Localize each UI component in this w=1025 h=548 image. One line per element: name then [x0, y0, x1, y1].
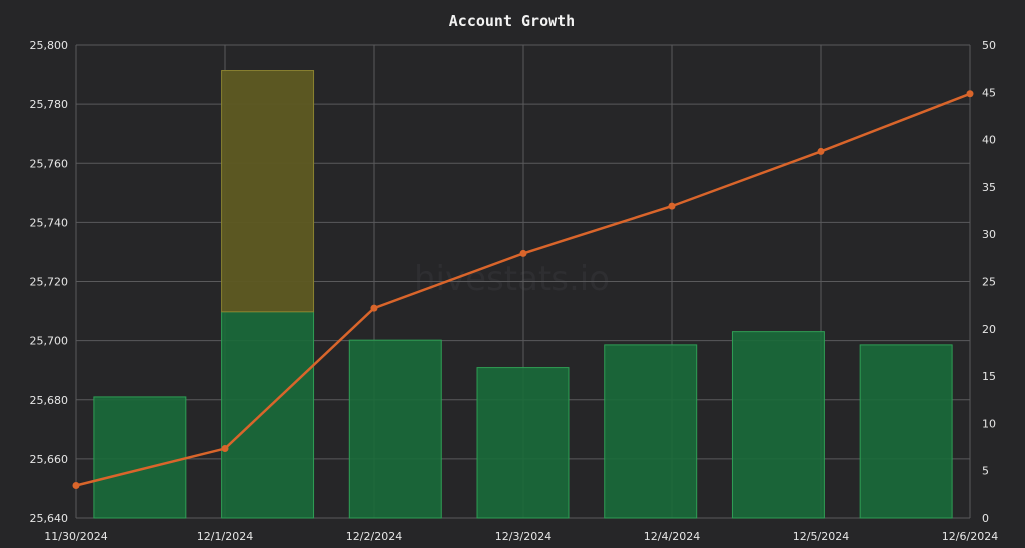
line-point [72, 481, 80, 489]
right-axis-tick-label: 30 [982, 228, 996, 241]
left-axis-tick-label: 25,640 [30, 512, 69, 525]
left-axis-tick-label: 25,720 [30, 276, 69, 289]
left-axis-tick-label: 25,660 [30, 453, 69, 466]
left-axis-tick-label: 25,740 [30, 216, 69, 229]
line-point [817, 147, 825, 155]
bar-series [93, 70, 953, 519]
line-point [221, 445, 229, 453]
x-axis-tick-label: 12/5/2024 [793, 530, 849, 543]
right-axis-tick-label: 0 [982, 512, 989, 525]
x-axis-tick-label: 12/2/2024 [346, 530, 402, 543]
x-axis-tick-label: 11/30/2024 [44, 530, 107, 543]
right-axis-tick-label: 5 [982, 465, 989, 478]
right-axis-tick-label: 20 [982, 323, 996, 336]
bar-mark [859, 344, 953, 519]
x-axis-tick-label: 12/3/2024 [495, 530, 551, 543]
left-axis-tick-label: 25,780 [30, 98, 69, 111]
bar-mark [476, 367, 570, 519]
watermark-text: hivestats.io [414, 259, 610, 299]
line-point [370, 304, 378, 312]
right-axis-tick-label: 35 [982, 181, 996, 194]
bar-mark [731, 331, 825, 519]
right-axis-tick-label: 50 [982, 39, 996, 52]
right-axis-tick-label: 45 [982, 86, 996, 99]
bar-mark [604, 344, 698, 519]
right-axis-tick-label: 10 [982, 417, 996, 430]
bar-mark-stacked [221, 70, 315, 313]
bar-mark [93, 396, 187, 519]
x-axis-tick-label: 12/1/2024 [197, 530, 253, 543]
bar-mark [221, 311, 315, 519]
chart-title: Account Growth [449, 12, 575, 30]
right-axis-tick-label: 15 [982, 370, 996, 383]
line-point [519, 249, 527, 257]
left-axis-tick-label: 25,680 [30, 394, 69, 407]
axis-labels: 25,640 25,660 25,680 25,700 25,720 25,740 25,7… [30, 39, 999, 543]
right-axis-tick-label: 40 [982, 134, 996, 147]
line-point [966, 90, 974, 98]
line-point [668, 202, 676, 210]
x-axis-tick-label: 12/6/2024 [942, 530, 998, 543]
left-axis-tick-label: 25,800 [30, 39, 69, 52]
left-axis-tick-label: 25,760 [30, 157, 69, 170]
right-axis-tick-label: 25 [982, 276, 996, 289]
bar-mark [348, 339, 442, 519]
x-axis-tick-label: 12/4/2024 [644, 530, 700, 543]
left-axis-tick-label: 25,700 [30, 335, 69, 348]
line-series [72, 90, 974, 489]
